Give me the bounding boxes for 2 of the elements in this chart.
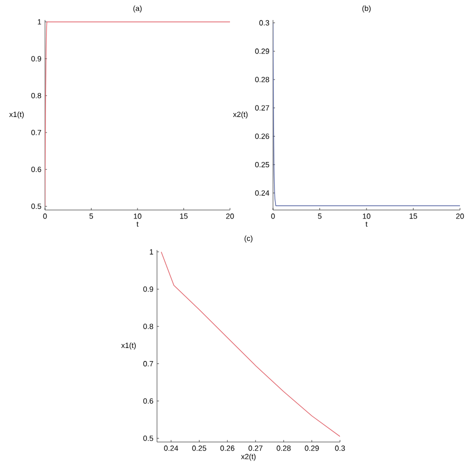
line-series [45, 21, 230, 207]
line-series [160, 252, 340, 437]
